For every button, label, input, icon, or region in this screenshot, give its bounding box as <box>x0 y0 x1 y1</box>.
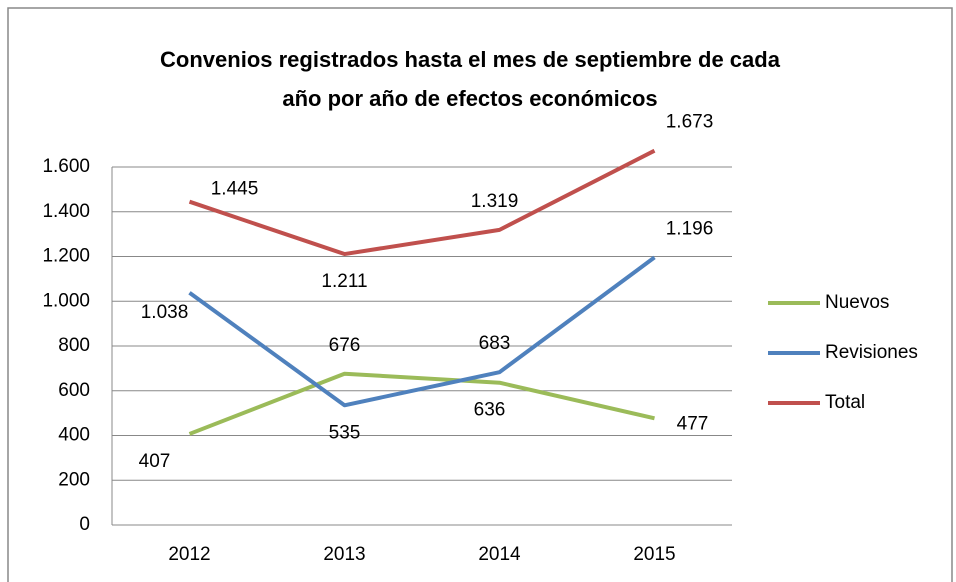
y-tick-label: 400 <box>58 425 90 446</box>
chart-title: Convenios registrados hasta el mes de se… <box>160 47 780 111</box>
data-label: 1.445 <box>211 179 259 200</box>
data-label: 1.038 <box>141 302 189 323</box>
y-tick-label: 800 <box>58 335 90 356</box>
series-line <box>188 371 655 436</box>
data-label: 676 <box>329 335 361 356</box>
series-line <box>188 148 656 257</box>
data-label: 1.196 <box>666 218 714 239</box>
chart-frame <box>7 7 953 582</box>
legend-label: Nuevos <box>825 292 889 313</box>
legend-label: Total <box>825 392 865 413</box>
y-tick-label: 1.000 <box>42 290 90 311</box>
series-line <box>188 255 656 408</box>
y-tick-label: 600 <box>58 380 90 401</box>
y-tick-label: 0 <box>79 514 90 535</box>
x-tick-label: 2015 <box>633 544 675 565</box>
legend-label: Revisiones <box>825 342 918 363</box>
y-tick-label: 1.600 <box>42 156 90 177</box>
y-tick-label: 200 <box>58 469 90 490</box>
data-label: 477 <box>677 413 709 434</box>
y-tick-label: 1.200 <box>42 246 90 267</box>
y-tick-label: 1.400 <box>42 201 90 222</box>
data-label: 407 <box>139 451 171 472</box>
data-label: 1.673 <box>666 112 714 133</box>
x-tick-label: 2014 <box>478 544 521 565</box>
data-label: 535 <box>329 422 361 443</box>
data-label: 683 <box>479 333 511 354</box>
x-tick-label: 2012 <box>168 544 210 565</box>
x-tick-label: 2013 <box>323 544 365 565</box>
data-label: 1.319 <box>471 191 519 212</box>
data-label: 1.211 <box>321 271 367 292</box>
data-label: 636 <box>474 400 506 421</box>
